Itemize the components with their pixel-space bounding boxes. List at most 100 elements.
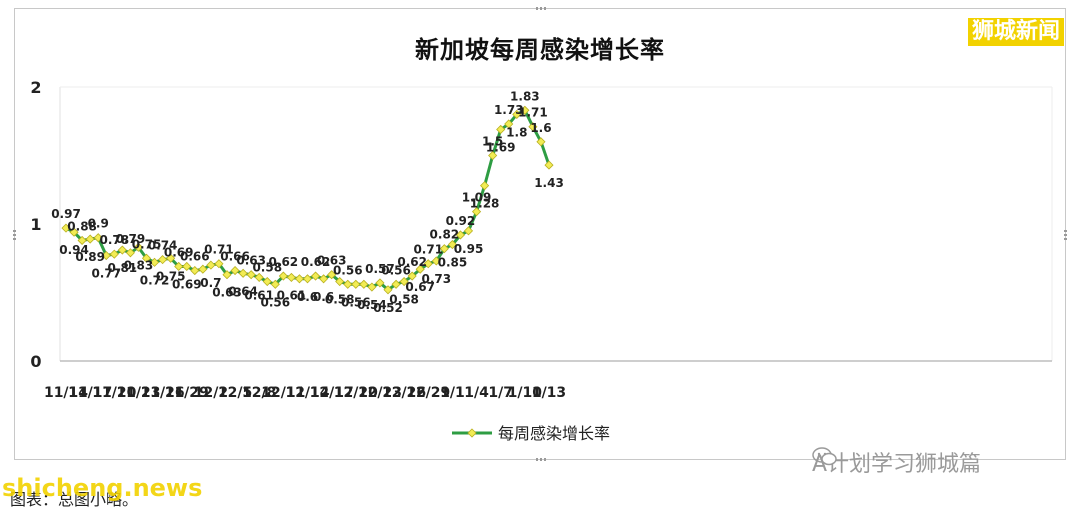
data-point xyxy=(391,279,401,289)
data-label: 0.89 xyxy=(75,250,105,264)
legend: 每周感染增长率 xyxy=(452,424,610,443)
resize-handle-right[interactable] xyxy=(1064,230,1067,240)
data-point xyxy=(254,272,264,282)
data-point xyxy=(407,271,417,281)
x-tick-label: 1/7 xyxy=(488,385,513,401)
data-label: 1.83 xyxy=(510,89,540,103)
x-tick-label: 12/11 xyxy=(261,385,305,401)
data-point xyxy=(69,227,79,237)
y-tick-label: 2 xyxy=(30,78,41,97)
data-label: 0.82 xyxy=(430,228,460,242)
data-label: 0.95 xyxy=(454,242,484,256)
data-label: 0.56 xyxy=(341,295,371,309)
data-point xyxy=(375,278,385,288)
data-label: 0.58 xyxy=(325,293,355,307)
data-point xyxy=(166,253,176,263)
data-label: 1.73 xyxy=(494,103,524,117)
data-point xyxy=(343,279,353,289)
x-tick-label: 11/26 xyxy=(141,385,185,401)
data-label: 0.83 xyxy=(124,258,154,272)
x-tick-label: 1/10 xyxy=(508,385,543,401)
resize-handle-left[interactable] xyxy=(13,230,16,240)
data-point xyxy=(101,250,111,261)
data-point xyxy=(504,119,514,129)
data-point xyxy=(286,272,296,282)
data-label: 1.28 xyxy=(470,197,500,211)
x-tick-label: 12/14 xyxy=(285,385,329,401)
data-label: 0.72 xyxy=(140,273,170,287)
data-point xyxy=(174,261,184,272)
data-point xyxy=(133,242,144,252)
x-tick-label: 12/5 xyxy=(218,385,252,401)
x-tick-label: 11/17 xyxy=(68,385,112,401)
data-labels: 0.970.940.880.890.90.770.780.810.790.830… xyxy=(51,89,564,314)
data-point xyxy=(206,260,216,270)
data-point xyxy=(214,259,224,269)
data-point xyxy=(294,274,305,284)
data-label: 0.64 xyxy=(228,284,258,298)
data-point xyxy=(335,276,345,287)
data-point xyxy=(463,226,474,236)
resize-handle-top[interactable] xyxy=(536,7,546,10)
data-label: 1.5 xyxy=(482,135,503,149)
data-point xyxy=(109,249,119,259)
data-label: 1.69 xyxy=(486,140,516,154)
series-layer xyxy=(61,105,554,295)
data-label: 0.56 xyxy=(260,295,290,309)
legend-label: 每周感染增长率 xyxy=(498,424,610,443)
data-point xyxy=(117,245,127,255)
data-label: 0.97 xyxy=(51,207,81,221)
data-label: 0.7 xyxy=(200,276,221,290)
data-point xyxy=(310,271,321,281)
figure-caption: 图表：总图小略。 xyxy=(10,490,139,509)
chart-title: 新加坡每周感染增长率 xyxy=(415,36,665,64)
data-point xyxy=(447,239,457,250)
data-point xyxy=(528,122,538,132)
data-label: 0.56 xyxy=(381,263,411,277)
data-label: 1.43 xyxy=(534,176,564,190)
data-label: 0.62 xyxy=(397,255,427,269)
resize-handle-bottom[interactable] xyxy=(536,458,546,461)
axis-layer: 0 1 2 xyxy=(30,78,1053,371)
data-point xyxy=(149,257,160,267)
x-tick-label: 12/2 xyxy=(194,385,228,401)
data-label: 0.66 xyxy=(220,250,250,264)
data-point xyxy=(383,285,393,295)
data-point xyxy=(455,230,466,240)
data-label: 0.62 xyxy=(269,255,299,269)
data-point xyxy=(198,264,208,274)
data-label: 1.09 xyxy=(462,191,492,205)
data-label: 0.58 xyxy=(389,293,419,307)
data-point xyxy=(262,276,272,287)
data-label: 0.58 xyxy=(252,261,282,275)
data-point xyxy=(278,271,288,281)
data-point xyxy=(536,137,546,147)
data-point xyxy=(480,181,490,191)
x-tick-labels: 11/1411/1711/2011/2311/2611/2912/212/512… xyxy=(44,385,566,401)
data-point xyxy=(544,160,554,170)
y-tick-label: 1 xyxy=(30,215,41,234)
data-label: 0.62 xyxy=(301,255,331,269)
x-tick-label: 11/29 xyxy=(165,385,209,401)
wechat-icon xyxy=(812,447,837,466)
data-label: 0.78 xyxy=(99,233,129,247)
data-label: 0.69 xyxy=(164,245,194,259)
data-point xyxy=(141,253,152,263)
data-label: 0.52 xyxy=(373,301,403,315)
x-tick-label: 11/20 xyxy=(92,385,136,401)
data-label: 0.63 xyxy=(212,286,242,300)
data-label: 0.61 xyxy=(277,288,307,302)
data-label: 0.92 xyxy=(446,214,476,228)
data-label: 0.85 xyxy=(438,256,468,270)
data-point xyxy=(85,234,95,244)
data-point xyxy=(399,276,409,287)
data-point xyxy=(327,270,337,280)
data-point xyxy=(270,279,280,289)
x-tick-label: 1/13 xyxy=(532,385,566,401)
data-label: 0.73 xyxy=(421,272,451,286)
data-point xyxy=(77,235,87,246)
data-label: 0.71 xyxy=(413,243,443,257)
data-point xyxy=(415,264,425,274)
data-label: 0.54 xyxy=(357,298,387,312)
